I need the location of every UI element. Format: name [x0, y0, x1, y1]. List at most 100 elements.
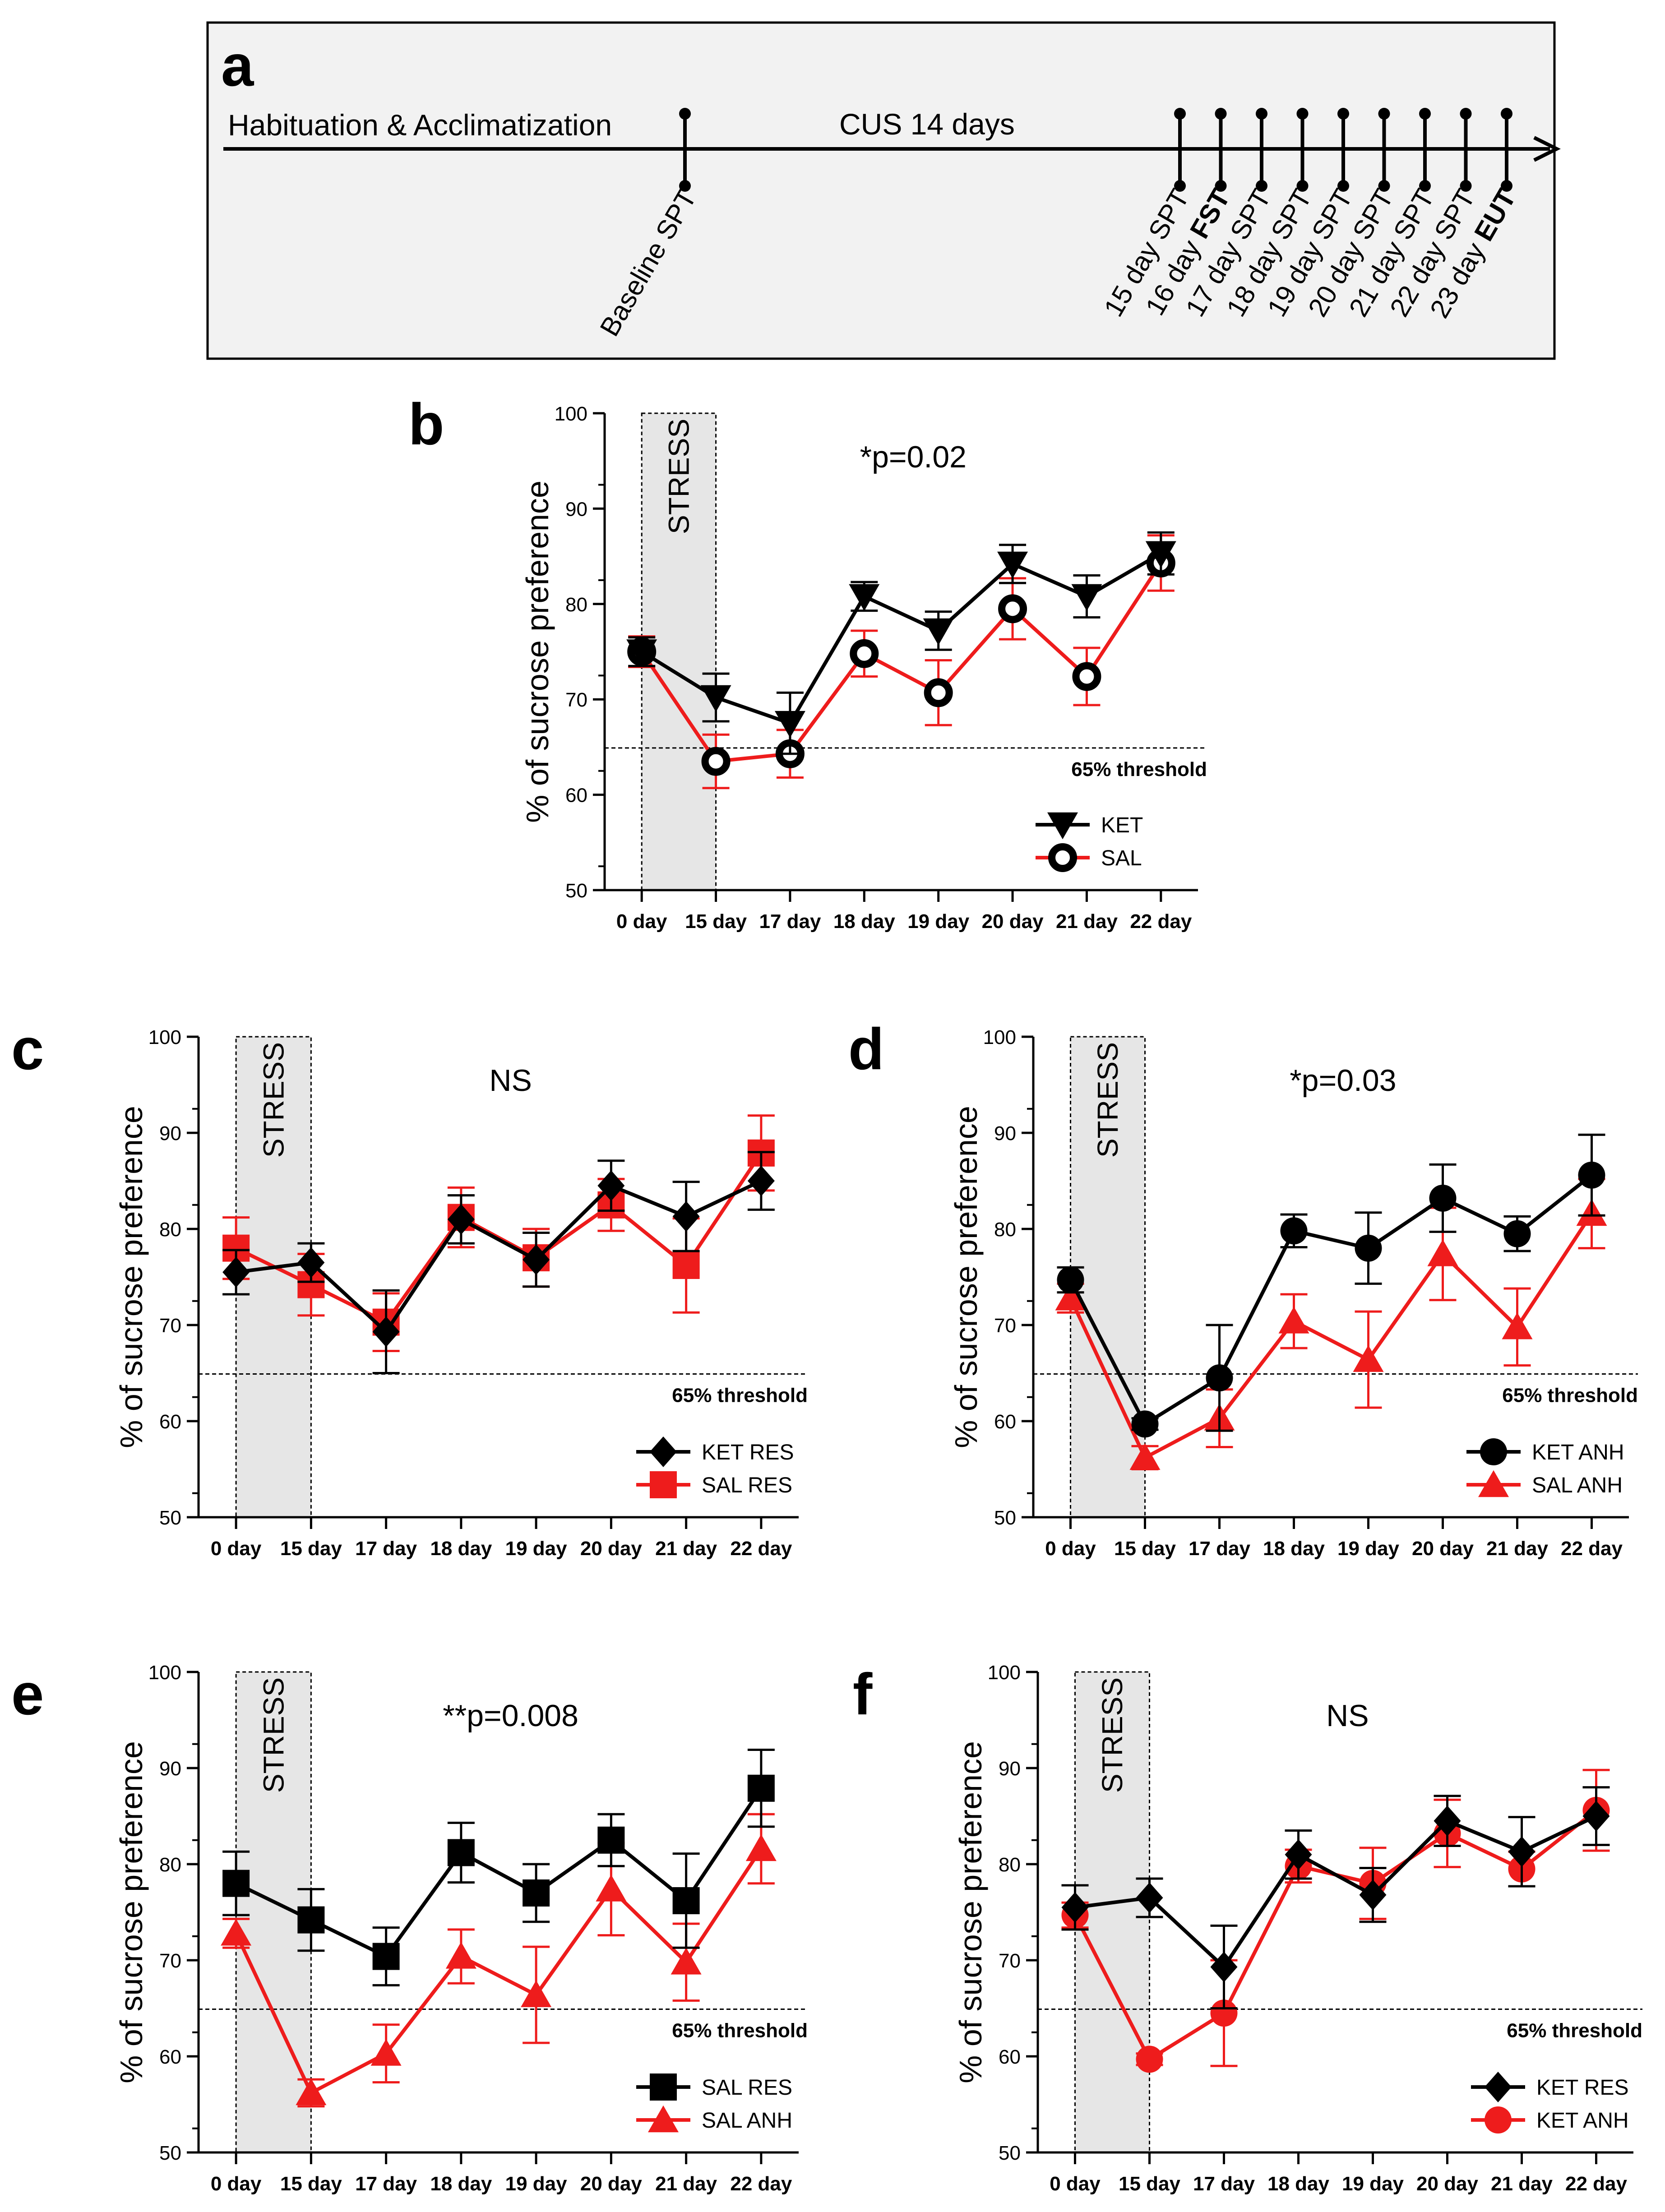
stress-label: STRESS [1092, 1042, 1124, 1158]
x-tick-label: 18 day [1263, 1538, 1325, 1560]
legend-marker [650, 1436, 677, 1467]
data-point [923, 618, 954, 646]
data-point [372, 1316, 400, 1347]
data-point [774, 711, 805, 738]
data-point [997, 551, 1028, 579]
data-point [1582, 1801, 1610, 1832]
x-tick-label: 17 day [759, 910, 821, 933]
panel-letter-d: d [848, 1016, 884, 1082]
data-point [850, 639, 879, 668]
y-tick-label: 60 [565, 785, 587, 807]
x-tick-label: 17 day [355, 1538, 417, 1560]
y-tick-label: 90 [159, 1758, 181, 1780]
x-tick-label: 20 day [982, 910, 1044, 933]
legend-marker [650, 2073, 677, 2101]
significance-annotation: NS [489, 1063, 532, 1098]
y-tick-label: 70 [994, 1315, 1016, 1337]
x-tick-label: 15 day [280, 2173, 342, 2195]
legend-marker [1480, 1438, 1507, 1465]
y-tick-label: 100 [148, 1662, 181, 1684]
legend-label: KET ANH [1532, 1441, 1624, 1464]
x-tick-label: 17 day [355, 2173, 417, 2195]
data-point [1355, 1234, 1382, 1262]
event-5-dot-bottom [1378, 180, 1390, 192]
x-tick-label: 22 day [730, 2173, 792, 2195]
chart-panel-d: d STRESS 65% threshold 50 60 70 80 90 100 % of su… [848, 1016, 1638, 1560]
event-4-dot-top [1337, 108, 1349, 120]
stress-label: STRESS [1096, 1677, 1128, 1793]
series-ket-anh [1057, 1133, 1605, 1438]
data-point [1145, 541, 1176, 568]
data-point [1502, 1312, 1533, 1339]
data-point [672, 1887, 700, 1914]
x-tick-label: 15 day [1114, 1538, 1176, 1560]
data-point [596, 1875, 627, 1902]
x-tick-label: 20 day [1416, 2173, 1479, 2195]
legend-marker [1485, 2106, 1512, 2133]
event-4-dot-bottom [1337, 180, 1349, 192]
data-point [222, 1256, 250, 1288]
x-tick-label: 22 day [1130, 910, 1192, 933]
data-point [1503, 1220, 1531, 1247]
event-2-dot-top [1256, 108, 1267, 120]
x-tick-label: 18 day [1267, 2173, 1330, 2195]
event-5-dot-top [1378, 108, 1390, 120]
data-point [1210, 2000, 1238, 2027]
threshold-label: 65% threshold [672, 2020, 808, 2042]
data-point [1278, 1307, 1309, 1334]
legend-label: SAL RES [702, 1473, 792, 1497]
series-sal-res [222, 1749, 775, 1986]
y-tick-label: 100 [148, 1026, 181, 1048]
event-8-dot-bottom [1501, 180, 1512, 192]
y-tick-label: 60 [159, 2046, 181, 2068]
data-point [1427, 1239, 1458, 1266]
event-0-dot-top [1174, 108, 1186, 120]
legend-label: SAL RES [702, 2076, 792, 2100]
data-point [1206, 1364, 1233, 1392]
significance-annotation: NS [1326, 1699, 1369, 1733]
y-tick-label: 80 [994, 1219, 1016, 1241]
legend-marker [648, 2105, 679, 2133]
series-line [236, 1179, 762, 1335]
x-tick-label: 21 day [655, 1538, 717, 1560]
y-tick-label: 80 [159, 1854, 181, 1876]
y-tick-label: 60 [999, 2046, 1021, 2068]
data-point [1129, 1443, 1161, 1470]
habituation-label: Habituation & Acclimatization [228, 108, 612, 142]
data-point [521, 1980, 552, 2007]
x-tick-label: 15 day [1119, 2173, 1181, 2195]
event-8-dot-top [1501, 108, 1512, 120]
data-point [1359, 1880, 1387, 1911]
x-tick-label: 15 day [685, 910, 747, 933]
y-tick-label: 50 [565, 880, 587, 902]
event-7-dot-bottom [1460, 180, 1472, 192]
legend-label: SAL ANH [702, 2109, 792, 2133]
series-ket-res [1061, 1786, 1610, 2009]
data-point [1131, 1410, 1159, 1438]
y-tick-label: 70 [159, 1950, 181, 1972]
data-point [1353, 1345, 1384, 1372]
threshold-label: 65% threshold [1071, 758, 1207, 780]
significance-annotation: *p=0.02 [860, 440, 967, 474]
y-tick-label: 50 [999, 2142, 1021, 2164]
chart-panel-c: c STRESS 65% threshold 50 60 70 80 90 100 % of su… [11, 1016, 808, 1560]
timeline-arrowhead [1533, 136, 1561, 162]
y-axis-label: % of sucrose preference [520, 480, 555, 823]
data-point [222, 1870, 250, 1897]
event-2-dot-bottom [1256, 180, 1267, 192]
data-point [1071, 584, 1102, 611]
data-point [297, 1906, 325, 1934]
x-tick-label: 19 day [907, 910, 970, 933]
data-point [1578, 1161, 1605, 1189]
data-point [297, 1247, 325, 1278]
y-tick-label: 90 [994, 1122, 1016, 1145]
data-point [597, 1826, 625, 1854]
panel-letter-a: a [221, 32, 254, 98]
x-tick-label: 20 day [580, 1538, 643, 1560]
data-point [672, 1251, 700, 1279]
timeline-panel: a Habituation & Acclimatization CUS 14 day… [206, 21, 1561, 360]
significance-annotation: **p=0.008 [443, 1699, 578, 1733]
data-point [998, 594, 1027, 623]
x-tick-label: 0 day [211, 1538, 262, 1560]
